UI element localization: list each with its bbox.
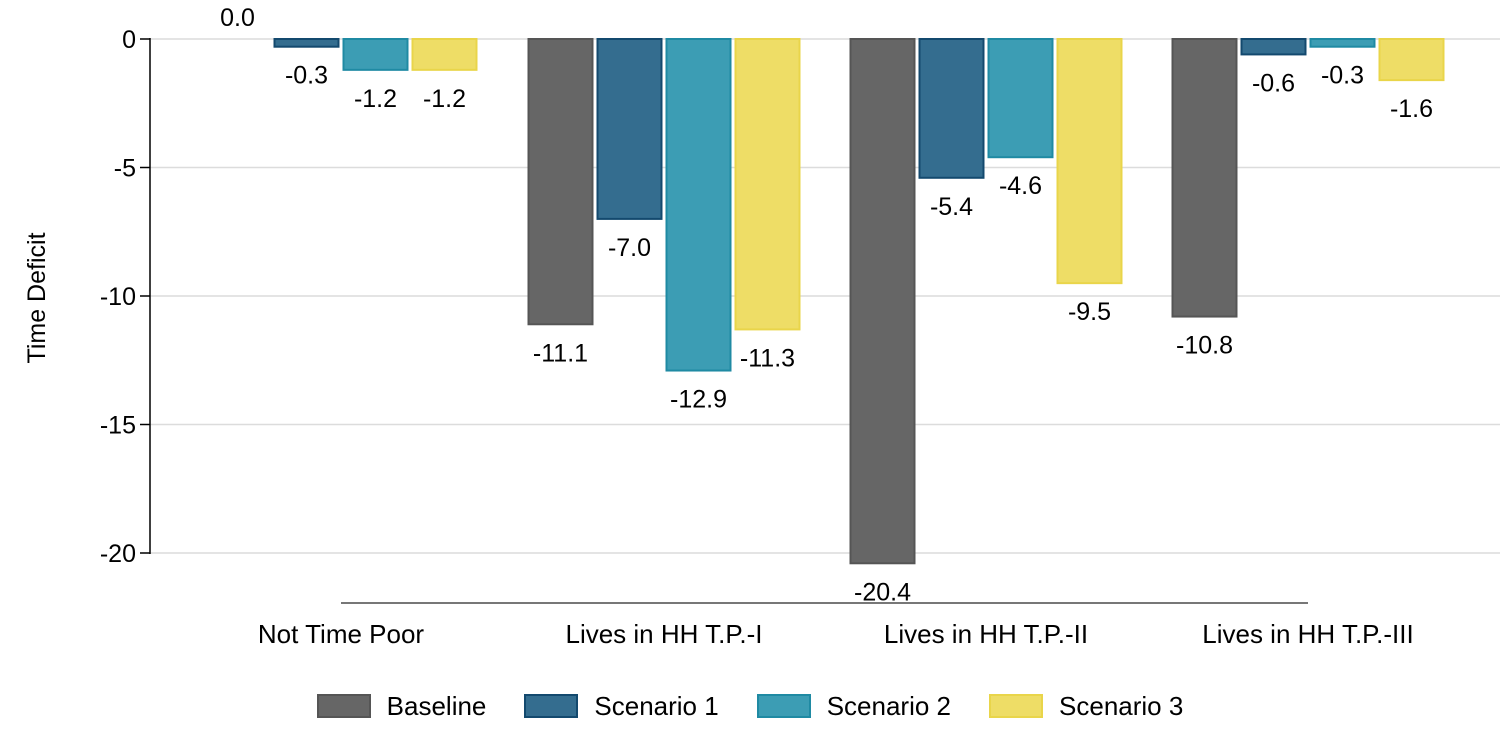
gridlines bbox=[150, 38, 1500, 554]
axes: 0 -5 -10 -15 -20 Not Time Poor Lives in HH T.P… bbox=[100, 26, 1414, 649]
legend-item: Baseline bbox=[316, 690, 487, 722]
y-tick-label: -10 bbox=[100, 283, 136, 311]
y-tick-label: -20 bbox=[100, 540, 136, 568]
data-label: -10.8 bbox=[1176, 332, 1233, 360]
bar-chart: 0 -5 -10 -15 -20 Not Time Poor Lives in HH T.P… bbox=[23, 4, 1500, 649]
bar bbox=[1309, 38, 1376, 48]
bar bbox=[411, 38, 478, 71]
y-tick-label: -5 bbox=[114, 155, 136, 183]
legend-swatch bbox=[989, 694, 1044, 718]
data-label: -1.6 bbox=[1390, 95, 1433, 123]
bar bbox=[1378, 38, 1445, 82]
data-label: -5.4 bbox=[930, 193, 973, 221]
bar bbox=[527, 38, 594, 326]
legend-label: Scenario 3 bbox=[1059, 690, 1184, 721]
data-label: -4.6 bbox=[999, 172, 1042, 200]
y-tick-label: 0 bbox=[122, 26, 136, 54]
data-label: -11.1 bbox=[533, 339, 588, 367]
data-label: -7.0 bbox=[608, 234, 651, 262]
legend-label: Baseline bbox=[386, 690, 487, 721]
legend-item: Scenario 1 bbox=[524, 690, 719, 722]
bar bbox=[596, 38, 663, 220]
bar bbox=[342, 38, 409, 71]
x-tick-label: Lives in HH T.P.-I bbox=[565, 619, 762, 649]
data-label: -20.4 bbox=[854, 578, 911, 606]
bar bbox=[734, 38, 801, 331]
bar bbox=[849, 38, 916, 565]
y-tick-label: -15 bbox=[100, 412, 136, 440]
bar bbox=[273, 38, 340, 48]
data-label: -9.5 bbox=[1068, 298, 1111, 326]
legend-item: Scenario 3 bbox=[989, 691, 1183, 722]
legend-swatch bbox=[756, 694, 811, 718]
data-label: -0.3 bbox=[285, 62, 328, 90]
legend-item: Scenario 2 bbox=[756, 690, 952, 722]
data-labels: 0.0 -0.3 -1.2 -1.2 -11.1 -7.0 -12.9 -11.3 -20.4 -… bbox=[220, 4, 1433, 606]
data-label: -12.9 bbox=[670, 386, 727, 414]
bar bbox=[1240, 38, 1307, 56]
legend-label: Scenario 1 bbox=[594, 690, 719, 721]
data-label: -0.3 bbox=[1321, 62, 1364, 90]
bar bbox=[987, 38, 1054, 159]
x-tick-label: Lives in HH T.P.-III bbox=[1202, 619, 1413, 649]
x-tick-label: Not Time Poor bbox=[258, 619, 425, 649]
y-axis-title: Time Deficit bbox=[23, 232, 51, 363]
bar bbox=[665, 38, 732, 372]
legend-swatch bbox=[524, 694, 579, 718]
data-label: 0.0 bbox=[220, 4, 255, 32]
bar bbox=[918, 38, 985, 179]
bar bbox=[1171, 38, 1238, 318]
data-label: -1.2 bbox=[423, 85, 466, 113]
x-tick-label: Lives in HH T.P.-II bbox=[884, 619, 1088, 649]
bars bbox=[273, 38, 1445, 565]
data-label: -11.3 bbox=[740, 344, 795, 372]
bar bbox=[1056, 38, 1123, 285]
legend-swatch bbox=[316, 694, 371, 718]
legend: Baseline Scenario 1 Scenario 2 Scenario 3 bbox=[0, 686, 1500, 726]
data-label: -0.6 bbox=[1252, 69, 1295, 97]
legend-label: Scenario 2 bbox=[826, 690, 952, 721]
data-label: -1.2 bbox=[354, 85, 397, 113]
